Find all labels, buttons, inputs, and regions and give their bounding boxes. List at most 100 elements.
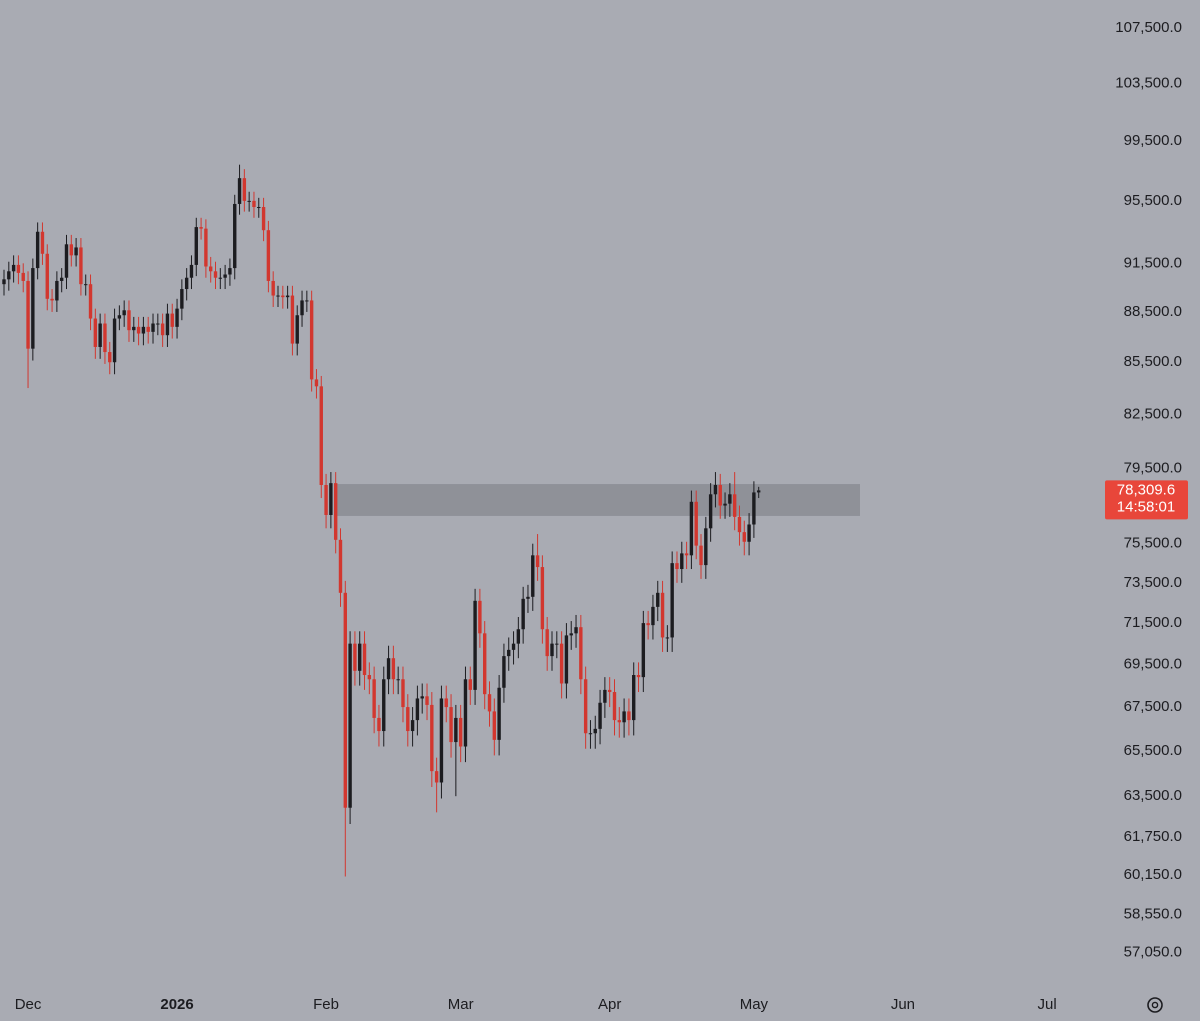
candle-body	[285, 295, 290, 298]
y-tick-label: 91,500.0	[1124, 254, 1182, 271]
candle-body	[607, 689, 612, 693]
candle-body	[444, 698, 448, 708]
candle-body	[689, 501, 694, 556]
candle-body	[415, 698, 420, 721]
candle-body	[74, 247, 78, 256]
settings-icon[interactable]	[1147, 997, 1163, 1013]
candle-body	[290, 295, 295, 344]
countdown-label: 14:58:01	[1117, 498, 1175, 515]
candle-body	[598, 702, 602, 729]
candle-body	[79, 247, 83, 285]
candle-body	[348, 643, 352, 808]
candle-body	[752, 492, 756, 525]
candle-body	[112, 318, 117, 363]
last-price-label: 78,309.6	[1117, 481, 1175, 498]
candle-body	[478, 600, 482, 634]
candle-body	[338, 539, 343, 593]
candle-body	[588, 733, 593, 735]
candle-body	[535, 555, 540, 568]
y-tick-label: 69,500.0	[1124, 655, 1182, 672]
candle-body	[132, 326, 136, 331]
y-tick-label: 67,500.0	[1124, 698, 1182, 715]
candle-body	[708, 494, 713, 529]
candle-body	[670, 563, 674, 638]
candle-body	[742, 532, 746, 542]
candle-body	[358, 643, 362, 671]
candle-body	[353, 643, 357, 671]
gear-inner	[1151, 1001, 1159, 1009]
y-tick-label: 61,750.0	[1124, 828, 1182, 845]
y-tick-label: 79,500.0	[1124, 459, 1182, 476]
x-tick-label: Feb	[313, 996, 339, 1013]
candle-body	[583, 679, 588, 734]
candle-body	[367, 675, 372, 680]
candle-body	[156, 323, 160, 325]
candle-body	[458, 717, 463, 747]
candle-body	[281, 295, 285, 298]
y-tick-label: 82,500.0	[1124, 405, 1182, 422]
candle-body	[641, 623, 646, 678]
y-tick-label: 99,500.0	[1124, 132, 1182, 149]
candle-body	[651, 606, 655, 626]
candle-body	[146, 326, 150, 332]
candle-body	[31, 268, 35, 349]
candle-body	[665, 637, 670, 639]
candle-body	[737, 516, 742, 533]
candle-body	[713, 484, 718, 495]
candle-body	[170, 313, 174, 327]
candle-body	[386, 658, 391, 680]
candle-body	[680, 553, 684, 570]
candle-body	[324, 484, 328, 515]
x-tick-label: May	[740, 996, 769, 1013]
candle-body	[617, 720, 621, 723]
candle-body	[612, 692, 617, 721]
candle-body	[55, 280, 59, 301]
candle-body	[242, 178, 247, 201]
candle-body	[64, 244, 69, 278]
candle-body	[574, 627, 578, 634]
candle-body	[579, 627, 583, 680]
candle-body	[632, 675, 636, 721]
candle-body	[362, 643, 367, 676]
candle-body	[511, 643, 516, 650]
candle-body	[718, 484, 722, 506]
candle-body	[704, 528, 708, 566]
candle-body	[406, 707, 410, 732]
candle-body	[540, 567, 545, 630]
candle-body	[88, 284, 93, 319]
candle-body	[425, 696, 429, 705]
candle-body	[545, 629, 549, 657]
candle-body	[69, 244, 73, 256]
candle-body	[660, 592, 665, 638]
candle-body	[175, 308, 179, 327]
candle-body	[11, 264, 16, 272]
candle-body	[502, 656, 506, 688]
y-tick-label: 65,500.0	[1124, 742, 1182, 759]
candle-body	[622, 711, 626, 723]
candle-body	[189, 264, 194, 278]
candle-body	[732, 494, 737, 517]
last-price-box	[1105, 480, 1188, 520]
candle-body	[228, 268, 232, 275]
y-tick-label: 57,050.0	[1124, 943, 1182, 960]
y-tick-label: 71,500.0	[1124, 614, 1182, 631]
candle-body	[396, 679, 400, 681]
candle-body	[223, 274, 227, 278]
candle-body	[420, 696, 424, 699]
candle-body	[439, 698, 444, 783]
candle-body	[233, 203, 237, 269]
candle-body	[309, 300, 314, 380]
candle-body	[526, 596, 530, 599]
candle-body	[699, 545, 703, 566]
candle-body	[98, 323, 102, 347]
candle-body	[377, 717, 381, 732]
y-tick-label: 63,500.0	[1124, 787, 1182, 804]
candle-body	[569, 633, 573, 636]
candle-body	[194, 227, 198, 265]
candle-body	[401, 679, 405, 708]
y-tick-label: 73,500.0	[1124, 574, 1182, 591]
candle-body	[40, 231, 45, 254]
candle-body	[261, 207, 266, 231]
